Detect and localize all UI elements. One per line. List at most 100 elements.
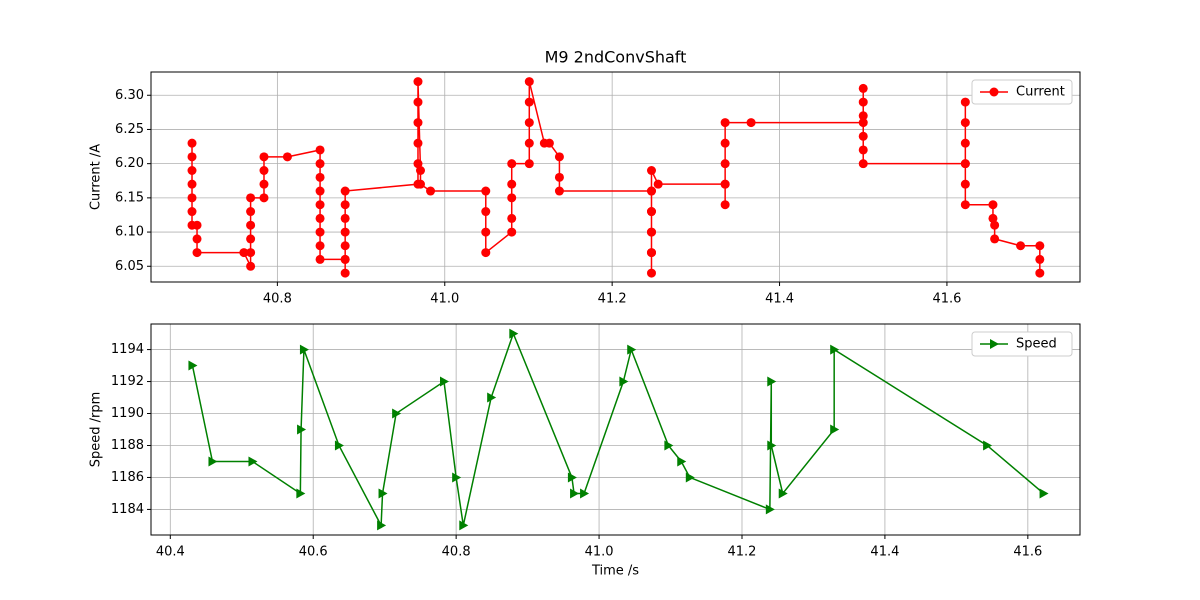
marker bbox=[988, 200, 998, 210]
x-tick-label: 41.0 bbox=[585, 545, 614, 560]
marker bbox=[570, 488, 580, 499]
marker bbox=[246, 261, 256, 271]
x-tick-label: 41.4 bbox=[765, 292, 794, 307]
marker bbox=[507, 179, 517, 189]
x-tick-label: 40.4 bbox=[156, 545, 185, 560]
marker bbox=[248, 456, 258, 467]
marker bbox=[340, 186, 350, 196]
marker bbox=[259, 179, 269, 189]
marker bbox=[746, 118, 756, 128]
y-tick-label: 6.05 bbox=[115, 259, 144, 274]
legend-box bbox=[971, 331, 1073, 357]
marker bbox=[765, 504, 775, 515]
legend-label: Current bbox=[1016, 85, 1065, 100]
marker bbox=[413, 118, 423, 128]
marker bbox=[487, 392, 497, 403]
marker bbox=[507, 159, 517, 169]
marker bbox=[554, 186, 564, 196]
marker bbox=[767, 376, 777, 387]
marker bbox=[340, 268, 350, 278]
marker bbox=[246, 193, 256, 203]
marker bbox=[340, 254, 350, 264]
marker bbox=[960, 138, 970, 148]
marker bbox=[192, 220, 202, 230]
marker bbox=[246, 248, 256, 258]
y-axis-label: Current /A bbox=[89, 144, 104, 210]
marker bbox=[554, 172, 564, 182]
marker bbox=[187, 193, 197, 203]
marker bbox=[720, 118, 730, 128]
marker bbox=[524, 97, 534, 107]
x-tick-label: 41.4 bbox=[870, 545, 899, 560]
marker bbox=[507, 213, 517, 223]
marker bbox=[627, 344, 637, 355]
x-axis-label: Time /s bbox=[591, 564, 639, 579]
marker bbox=[299, 344, 309, 355]
marker bbox=[646, 227, 656, 237]
marker bbox=[192, 248, 202, 258]
marker bbox=[960, 118, 970, 128]
plot-frame bbox=[150, 323, 1081, 536]
marker bbox=[990, 234, 1000, 244]
marker bbox=[554, 152, 564, 162]
marker bbox=[481, 227, 491, 237]
marker bbox=[646, 248, 656, 258]
x-tick-label: 41.2 bbox=[598, 292, 627, 307]
marker bbox=[580, 488, 590, 499]
marker bbox=[296, 488, 306, 499]
y-tick-label: 1190 bbox=[111, 406, 144, 421]
marker bbox=[340, 241, 350, 251]
marker bbox=[259, 166, 269, 176]
marker bbox=[858, 97, 868, 107]
marker bbox=[1016, 241, 1026, 251]
x-tick-label: 40.6 bbox=[299, 545, 328, 560]
y-tick-label: 1186 bbox=[111, 470, 144, 485]
marker bbox=[1035, 268, 1045, 278]
y-tick-label: 6.10 bbox=[115, 225, 144, 240]
marker bbox=[858, 111, 868, 121]
marker bbox=[960, 159, 970, 169]
marker bbox=[413, 159, 423, 169]
y-tick-label: 1188 bbox=[111, 438, 144, 453]
marker bbox=[340, 213, 350, 223]
marker bbox=[646, 166, 656, 176]
marker bbox=[989, 87, 999, 97]
marker bbox=[452, 472, 462, 483]
marker bbox=[315, 200, 325, 210]
marker bbox=[481, 248, 491, 258]
marker bbox=[1035, 254, 1045, 264]
marker bbox=[188, 360, 198, 371]
marker bbox=[858, 145, 868, 155]
marker bbox=[481, 207, 491, 217]
marker bbox=[524, 138, 534, 148]
marker bbox=[239, 248, 249, 258]
marker bbox=[685, 472, 695, 483]
x-tick-label: 41.2 bbox=[728, 545, 757, 560]
marker bbox=[988, 213, 998, 223]
marker bbox=[334, 440, 344, 451]
marker bbox=[187, 138, 197, 148]
marker bbox=[960, 200, 970, 210]
legend-label: Speed bbox=[1016, 337, 1057, 352]
marker bbox=[567, 472, 577, 483]
marker bbox=[413, 77, 423, 87]
legend: Speed bbox=[971, 331, 1073, 357]
marker bbox=[259, 193, 269, 203]
marker bbox=[858, 118, 868, 128]
x-tick-label: 41.0 bbox=[430, 292, 459, 307]
y-tick-label: 1194 bbox=[111, 342, 144, 357]
marker bbox=[524, 77, 534, 87]
marker bbox=[413, 138, 423, 148]
marker bbox=[720, 159, 730, 169]
marker bbox=[208, 456, 218, 467]
marker bbox=[720, 179, 730, 189]
marker bbox=[459, 520, 469, 531]
y-tick-label: 6.25 bbox=[115, 122, 144, 137]
marker bbox=[960, 97, 970, 107]
marker bbox=[524, 159, 534, 169]
marker bbox=[377, 520, 387, 531]
marker bbox=[619, 376, 629, 387]
marker bbox=[187, 152, 197, 162]
marker bbox=[720, 200, 730, 210]
marker bbox=[315, 145, 325, 155]
